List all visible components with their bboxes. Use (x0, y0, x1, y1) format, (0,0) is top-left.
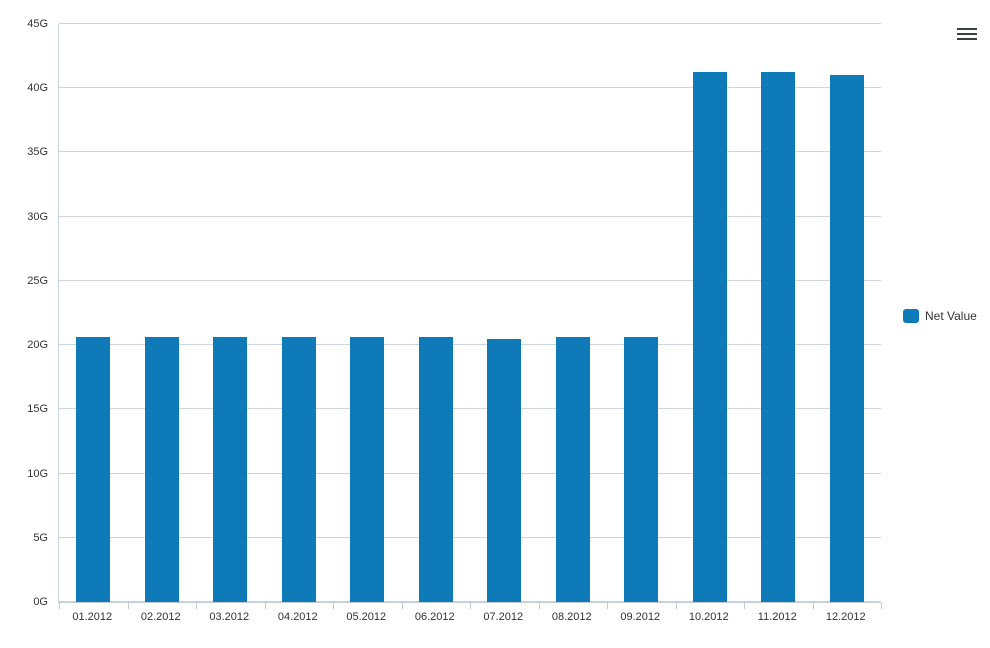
x-axis-tick (812, 603, 814, 609)
gridline-35G (59, 151, 881, 153)
gridline-10G (59, 472, 881, 474)
legend-item-net-value[interactable]: Net Value (903, 309, 977, 323)
legend-label: Net Value (925, 309, 977, 323)
x-axis-tick (127, 603, 129, 609)
x-axis-tick (333, 603, 334, 609)
x-axis-label-09.2012: 09.2012 (620, 611, 661, 623)
y-axis-label-35G: 35G (27, 146, 48, 159)
x-axis-label-12.2012: 12.2012 (825, 611, 866, 623)
bar-02.2012[interactable] (144, 337, 179, 602)
x-axis-tick (470, 603, 471, 609)
y-axis-label-10G: 10G (27, 467, 48, 480)
x-axis-label-06.2012: 06.2012 (414, 611, 455, 623)
y-axis-label-25G: 25G (27, 274, 48, 287)
bar-01.2012[interactable] (76, 337, 111, 602)
gridline-5G (59, 536, 881, 538)
bar-10.2012[interactable] (692, 71, 727, 602)
y-axis-label-0G: 0G (33, 596, 48, 608)
chart-context-menu-button[interactable] (953, 23, 981, 45)
gridline-0G (59, 601, 881, 602)
x-axis-tick (264, 603, 266, 609)
x-axis-tick (401, 603, 403, 609)
x-axis-label-01.2012: 01.2012 (72, 611, 113, 623)
bar-11.2012[interactable] (761, 71, 796, 602)
y-axis-label-5G: 5G (33, 531, 48, 544)
gridline-30G (59, 215, 881, 217)
gridline-40G (59, 87, 881, 89)
plot-area (58, 23, 882, 609)
gridline-20G (59, 344, 881, 346)
y-axis-label-45G: 45G (27, 18, 48, 30)
bar-04.2012[interactable] (281, 337, 316, 602)
x-axis-tick (607, 603, 608, 609)
x-axis-label-11.2012: 11.2012 (757, 611, 797, 623)
x-axis-label-10.2012: 10.2012 (688, 611, 729, 623)
y-axis-label-15G: 15G (27, 403, 48, 416)
gridline-15G (59, 408, 881, 410)
y-axis-label-30G: 30G (27, 210, 48, 223)
x-axis-label-05.2012: 05.2012 (346, 611, 387, 623)
x-axis-label-02.2012: 02.2012 (140, 611, 181, 623)
bar-05.2012[interactable] (350, 337, 385, 602)
gridline-45G (59, 23, 881, 24)
x-axis-label-07.2012: 07.2012 (483, 611, 524, 623)
x-axis-tick (59, 603, 60, 609)
x-axis-tick (675, 603, 677, 609)
x-axis-tick (881, 603, 882, 609)
y-axis: 0G 5G 10G 15G 20G 25G 30G 35G 40G 45G (0, 18, 48, 608)
x-axis: 01.2012 02.2012 03.2012 04.2012 05.2012 06.20… (58, 611, 880, 627)
bar-08.2012[interactable] (555, 337, 590, 602)
x-axis-tick (196, 603, 197, 609)
x-axis-label-08.2012: 08.2012 (551, 611, 592, 623)
bar-07.2012[interactable] (487, 339, 522, 602)
gridline-25G (59, 279, 881, 281)
legend-swatch (903, 309, 919, 323)
bar-09.2012[interactable] (624, 337, 659, 602)
y-axis-label-40G: 40G (27, 82, 48, 95)
bar-12.2012[interactable] (829, 75, 864, 602)
y-axis-label-20G: 20G (27, 339, 48, 352)
bar-06.2012[interactable] (418, 337, 453, 602)
x-axis-line (58, 602, 881, 603)
x-axis-label-04.2012: 04.2012 (277, 611, 318, 623)
x-axis-tick (538, 603, 540, 609)
bar-03.2012[interactable] (213, 337, 248, 602)
x-axis-tick (744, 603, 745, 609)
x-axis-label-03.2012: 03.2012 (209, 611, 250, 623)
